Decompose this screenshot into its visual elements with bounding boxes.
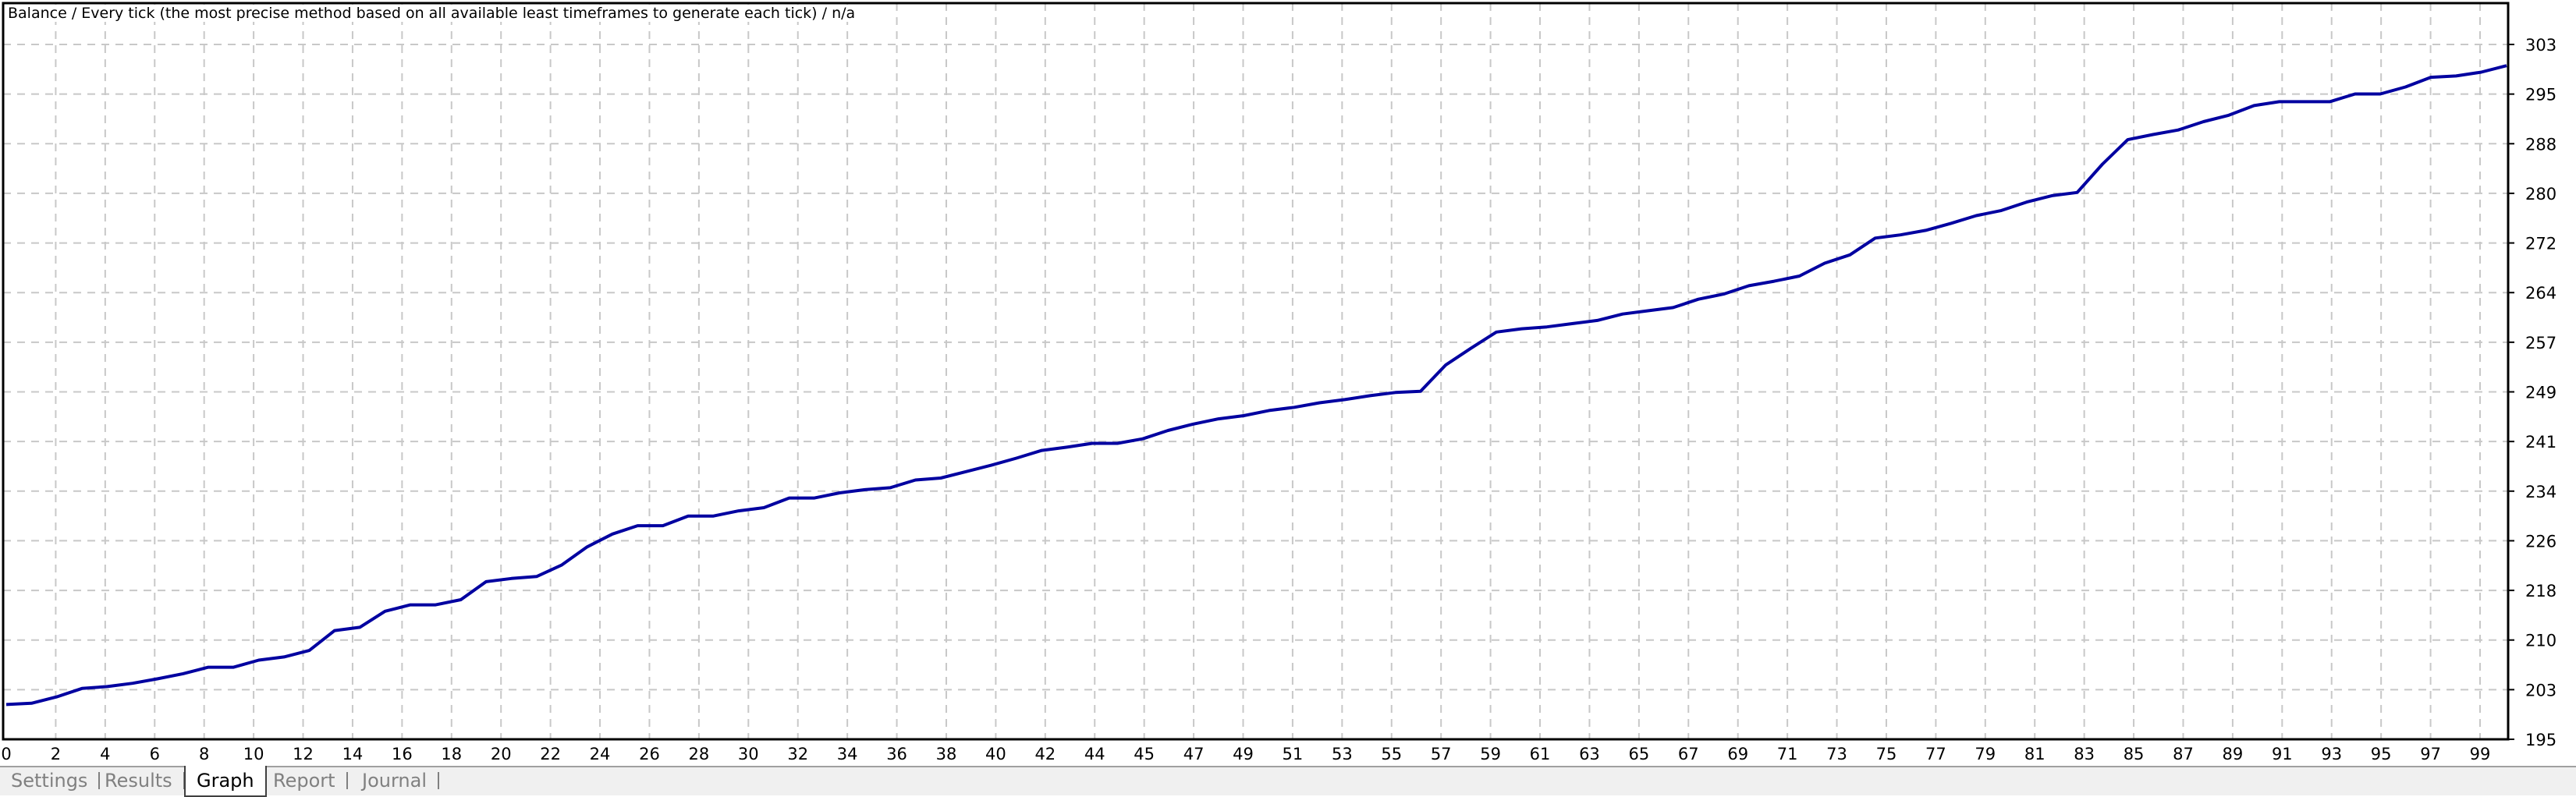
x-tick-label: 59 xyxy=(1480,745,1501,763)
x-tick-label: 44 xyxy=(1084,745,1105,763)
x-tick-label: 71 xyxy=(1777,745,1798,763)
x-tick-label: 61 xyxy=(1530,745,1551,763)
x-tick-label: 89 xyxy=(2223,745,2244,763)
tab-report[interactable]: Report xyxy=(262,772,348,789)
x-tick-label: 10 xyxy=(243,745,264,763)
y-tick-label: 241 xyxy=(2525,433,2556,452)
x-tick-label: 57 xyxy=(1431,745,1452,763)
y-tick-label: 249 xyxy=(2525,384,2556,402)
x-tick-label: 53 xyxy=(1332,745,1353,763)
x-tick-label: 4 xyxy=(100,745,110,763)
x-tick-label: 67 xyxy=(1678,745,1699,763)
x-tick-label: 22 xyxy=(540,745,561,763)
x-tick-label: 63 xyxy=(1579,745,1600,763)
y-tick-label: 264 xyxy=(2525,284,2556,303)
y-tick-label: 203 xyxy=(2525,681,2556,700)
y-tick-label: 295 xyxy=(2525,86,2556,104)
x-tick-label: 55 xyxy=(1381,745,1402,763)
x-tick-label: 0 xyxy=(1,745,11,763)
plot-area xyxy=(3,3,2508,739)
y-tick-label: 288 xyxy=(2525,135,2556,154)
x-tick-label: 12 xyxy=(293,745,314,763)
x-tick-label: 91 xyxy=(2272,745,2293,763)
x-tick-label: 97 xyxy=(2420,745,2441,763)
x-tick-label: 69 xyxy=(1727,745,1748,763)
x-tick-label: 65 xyxy=(1628,745,1649,763)
y-tick-label: 218 xyxy=(2525,582,2556,600)
y-tick-label: 226 xyxy=(2525,532,2556,551)
x-tick-label: 93 xyxy=(2321,745,2342,763)
x-tick-label: 14 xyxy=(342,745,364,763)
x-tick-label: 77 xyxy=(1925,745,1946,763)
x-tick-label: 6 xyxy=(150,745,160,763)
y-tick-label: 257 xyxy=(2525,334,2556,352)
tab-journal[interactable]: Journal xyxy=(351,772,439,789)
y-tick-label: 234 xyxy=(2525,483,2556,501)
y-tick-label: 210 xyxy=(2525,632,2556,650)
x-tick-label: 51 xyxy=(1283,745,1304,763)
x-tick-label: 28 xyxy=(689,745,710,763)
y-tick-label: 280 xyxy=(2525,185,2556,204)
x-tick-label: 95 xyxy=(2371,745,2392,763)
x-tick-label: 24 xyxy=(590,745,611,763)
x-tick-label: 26 xyxy=(639,745,660,763)
x-tick-label: 73 xyxy=(1826,745,1847,763)
x-tick-label: 49 xyxy=(1233,745,1254,763)
x-tick-label: 85 xyxy=(2124,745,2145,763)
x-tick-label: 8 xyxy=(199,745,209,763)
y-tick-label: 303 xyxy=(2525,36,2556,55)
x-tick-label: 20 xyxy=(491,745,512,763)
x-tick-label: 83 xyxy=(2074,745,2095,763)
x-tick-label: 30 xyxy=(738,745,759,763)
y-tick-label: 272 xyxy=(2525,235,2556,253)
x-tick-label: 45 xyxy=(1134,745,1155,763)
x-tick-label: 87 xyxy=(2173,745,2194,763)
x-tick-label: 32 xyxy=(787,745,808,763)
x-tick-label: 75 xyxy=(1876,745,1897,763)
x-tick-label: 34 xyxy=(837,745,858,763)
balance-chart: 3032952882802722642572492412342262182102… xyxy=(0,0,2576,766)
x-tick-label: 16 xyxy=(392,745,413,763)
x-tick-label: 79 xyxy=(1975,745,1996,763)
x-tick-label: 38 xyxy=(936,745,957,763)
tab-graph[interactable]: Graph xyxy=(184,766,267,797)
tab-bar: Settings Results Graph Report Journal xyxy=(0,766,2576,795)
tab-results[interactable]: Results xyxy=(94,772,185,789)
x-tick-label: 81 xyxy=(2024,745,2046,763)
x-tick-label: 36 xyxy=(886,745,907,763)
chart-title: Balance / Every tick (the most precise m… xyxy=(8,5,858,22)
x-tick-label: 18 xyxy=(441,745,462,763)
x-tick-label: 2 xyxy=(51,745,61,763)
x-tick-label: 42 xyxy=(1034,745,1056,763)
x-tick-label: 99 xyxy=(2470,745,2491,763)
tab-settings[interactable]: Settings xyxy=(0,772,100,789)
x-tick-label: 40 xyxy=(985,745,1006,763)
y-tick-label: 195 xyxy=(2525,731,2556,749)
x-tick-label: 47 xyxy=(1183,745,1205,763)
